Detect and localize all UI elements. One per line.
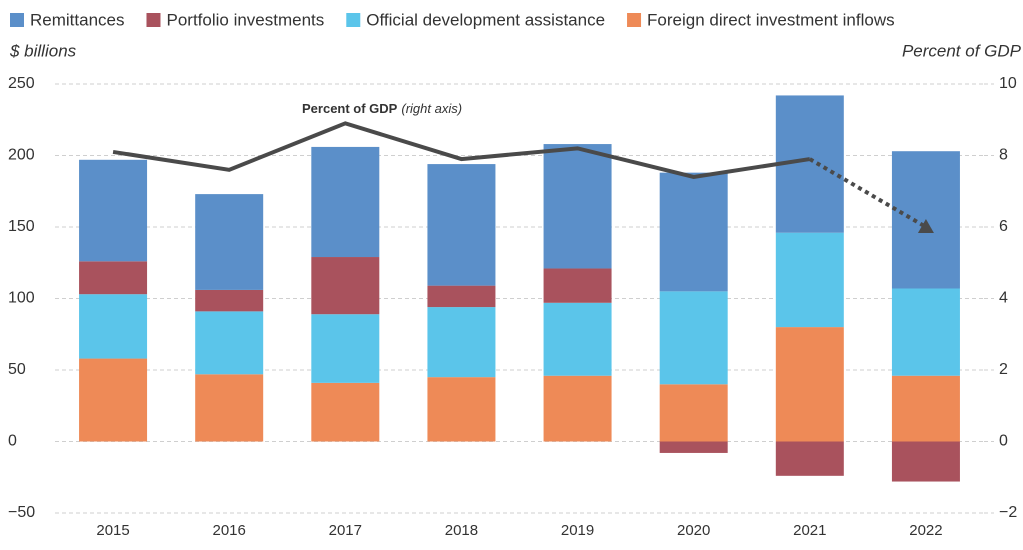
x-tick-label: 2021 xyxy=(793,522,826,539)
legend-label: Remittances xyxy=(30,10,124,29)
bar-segment xyxy=(892,288,960,375)
x-tick-label: 2015 xyxy=(96,522,129,539)
bar-segment xyxy=(544,144,612,268)
bar-segment xyxy=(427,286,495,307)
x-tick-label: 2018 xyxy=(445,522,478,539)
y2-tick-label: 2 xyxy=(999,361,1008,378)
bar-segment xyxy=(892,376,960,442)
bar-segment xyxy=(544,268,612,302)
annotation-bold: Percent of GDP xyxy=(302,101,398,116)
bar-segment xyxy=(427,377,495,441)
bar-segment xyxy=(195,311,263,374)
line-annotation: Percent of GDP(right axis) xyxy=(302,101,462,116)
y-tick-label: 250 xyxy=(8,75,35,92)
y-tick-label: 0 xyxy=(8,433,17,450)
x-tick-label: 2016 xyxy=(213,522,246,539)
y-tick-label: 200 xyxy=(8,147,35,164)
x-tick-label: 2019 xyxy=(561,522,594,539)
legend-swatch xyxy=(146,13,160,27)
legend-swatch xyxy=(627,13,641,27)
bar-segment xyxy=(660,291,728,384)
bar-segment xyxy=(79,261,147,294)
y-tick-label: −50 xyxy=(8,504,35,521)
y2-tick-label: −2 xyxy=(999,504,1017,521)
bar-segment xyxy=(427,164,495,286)
bar-segment xyxy=(195,194,263,290)
y2-axis-label: Percent of GDP xyxy=(902,41,1022,60)
bar-segment xyxy=(311,383,379,442)
bar-segment xyxy=(892,442,960,482)
bar-segment xyxy=(544,303,612,376)
legend-label: Official development assistance xyxy=(366,10,605,29)
bar-segment xyxy=(660,173,728,292)
annotation-italic: (right axis) xyxy=(401,101,462,116)
bar-segment xyxy=(311,147,379,257)
bar-segment xyxy=(776,442,844,476)
bar-segment xyxy=(776,327,844,441)
legend-label: Portfolio investments xyxy=(166,10,324,29)
bar-segment xyxy=(195,290,263,311)
y-tick-label: 150 xyxy=(8,218,35,235)
legend-swatch xyxy=(10,13,24,27)
y2-tick-label: 4 xyxy=(999,290,1008,307)
x-tick-label: 2017 xyxy=(329,522,362,539)
legend-swatch xyxy=(346,13,360,27)
bar-segment xyxy=(195,374,263,441)
y2-tick-label: 10 xyxy=(999,75,1017,92)
x-tick-label: 2022 xyxy=(909,522,942,539)
y2-tick-label: 8 xyxy=(999,147,1008,164)
bar-segment xyxy=(311,314,379,383)
y-axis-label: $ billions xyxy=(9,41,77,60)
chart: $ billions Percent of GDP Percent of GDP… xyxy=(0,0,1023,550)
bar-segment xyxy=(776,233,844,327)
bar-segment xyxy=(660,442,728,453)
y-tick-label: 100 xyxy=(8,290,35,307)
bar-segment xyxy=(311,257,379,314)
bar-segment xyxy=(544,376,612,442)
bar-segment xyxy=(427,307,495,377)
bar-segment xyxy=(660,384,728,441)
y2-tick-label: 6 xyxy=(999,218,1008,235)
x-tick-label: 2020 xyxy=(677,522,710,539)
legend-label: Foreign direct investment inflows xyxy=(647,10,895,29)
y2-tick-label: 0 xyxy=(999,433,1008,450)
bar-segment xyxy=(79,294,147,358)
y-tick-label: 50 xyxy=(8,361,26,378)
bar-segment xyxy=(79,359,147,442)
bar-segment xyxy=(79,160,147,262)
